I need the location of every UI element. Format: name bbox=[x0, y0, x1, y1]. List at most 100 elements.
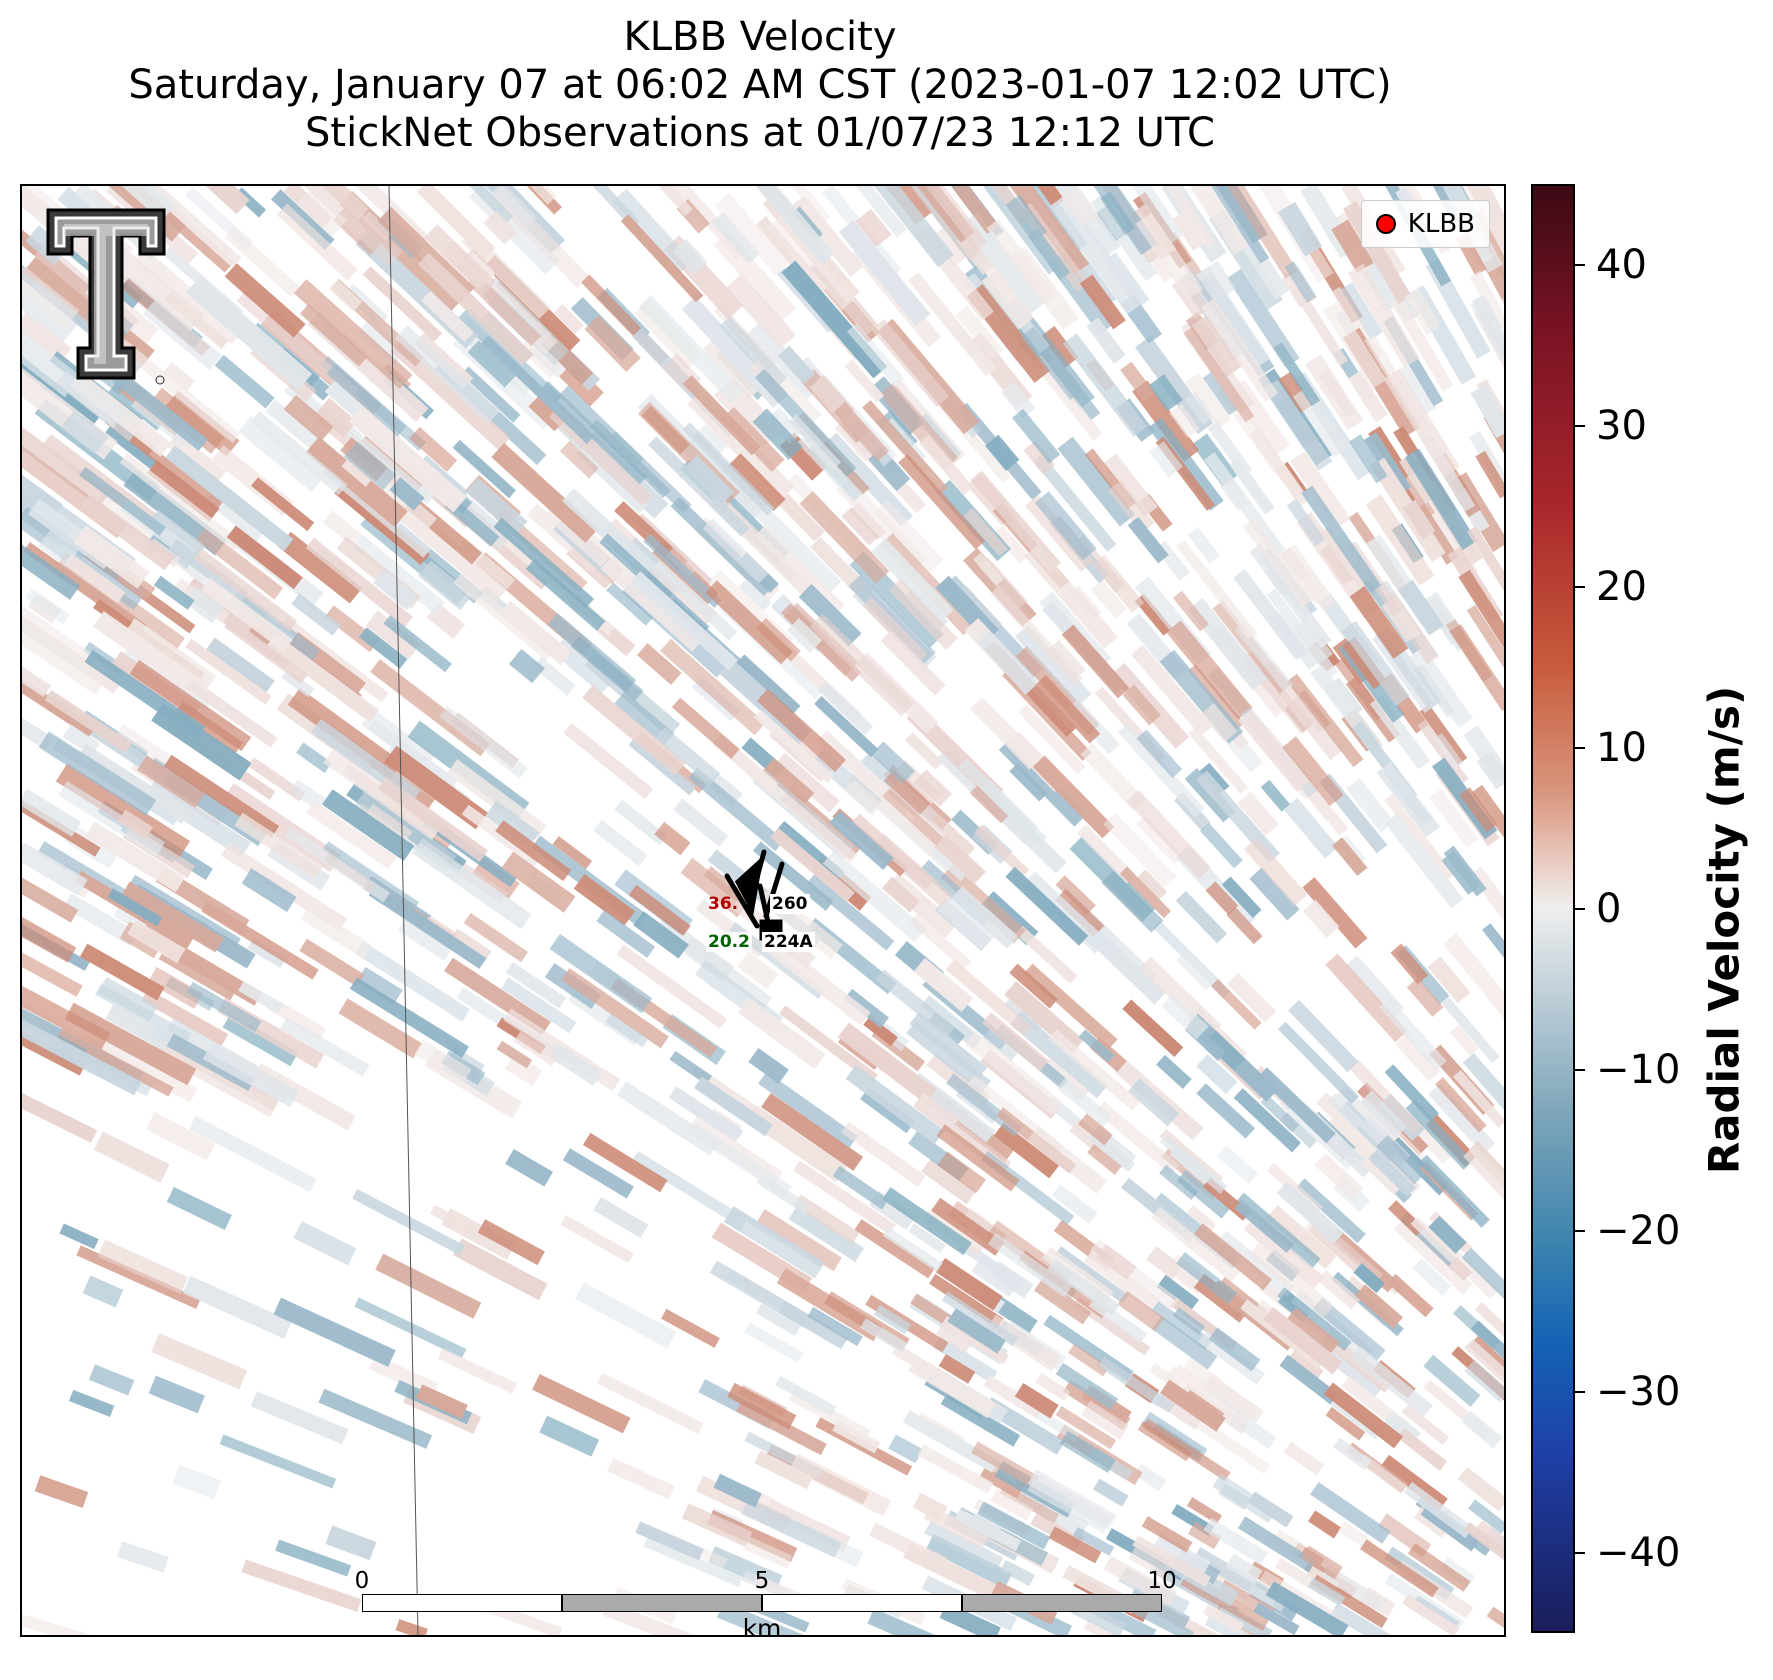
radar-gate bbox=[1055, 888, 1105, 937]
radar-gate bbox=[1014, 1382, 1059, 1419]
radar-gate bbox=[817, 681, 874, 736]
radar-gate bbox=[373, 569, 418, 611]
radar-gate bbox=[807, 1306, 863, 1347]
radar-gate bbox=[977, 630, 1039, 695]
radar-gate bbox=[1063, 333, 1148, 437]
radar-gate bbox=[612, 188, 693, 274]
radar-gate bbox=[682, 422, 775, 516]
radar-gate bbox=[753, 709, 835, 784]
radar-gate bbox=[1027, 186, 1065, 209]
radar-gate bbox=[756, 688, 847, 773]
radar-gate bbox=[1466, 525, 1504, 630]
radar-gate bbox=[1263, 379, 1333, 471]
radar-gate bbox=[1449, 623, 1504, 711]
radar-gate bbox=[575, 444, 648, 514]
radar-gate bbox=[631, 541, 738, 641]
radar-gate bbox=[368, 884, 487, 969]
radar-gate bbox=[882, 1187, 972, 1256]
radar-gate bbox=[1359, 1454, 1409, 1495]
radar-gate bbox=[424, 224, 497, 296]
radar-gate bbox=[981, 269, 1035, 330]
radar-gate bbox=[22, 267, 78, 343]
radar-gate bbox=[1473, 1520, 1504, 1571]
radar-gate bbox=[1271, 613, 1318, 670]
radar-gate bbox=[1055, 1362, 1119, 1411]
radar-gate bbox=[540, 381, 648, 485]
plot-subtitle-sticknet: StickNet Observations at 01/07/23 12:12 … bbox=[305, 110, 1215, 156]
radar-gate bbox=[409, 426, 458, 472]
radar-gate bbox=[1461, 1247, 1504, 1306]
radar-gate bbox=[1035, 675, 1101, 744]
radar-gate bbox=[1200, 298, 1279, 403]
radar-gate bbox=[461, 804, 542, 868]
radar-gate bbox=[326, 363, 407, 437]
radar-gate bbox=[1047, 1258, 1121, 1316]
radar-gate bbox=[1384, 794, 1455, 881]
radar-gate bbox=[971, 1441, 1040, 1489]
colorbar-tick-mark bbox=[1575, 585, 1585, 588]
radar-gate bbox=[1319, 370, 1356, 419]
radar-gate bbox=[986, 1314, 1061, 1372]
radar-gate bbox=[1014, 624, 1092, 707]
radar-gate bbox=[1226, 972, 1277, 1023]
radar-gate bbox=[1402, 499, 1436, 540]
radar-gate bbox=[97, 1239, 188, 1295]
radar-gate bbox=[57, 1028, 174, 1097]
radar-gate bbox=[983, 1028, 1020, 1061]
radar-gate bbox=[880, 630, 946, 696]
colorbar-tick-mark bbox=[1575, 1229, 1585, 1232]
radar-gate bbox=[281, 668, 315, 698]
radar-gate bbox=[822, 850, 927, 943]
colorbar-tick-label: 30 bbox=[1596, 402, 1647, 449]
radar-map[interactable]: KLBB 36. 260 20.2 224A 0 5 10 km bbox=[20, 184, 1506, 1637]
radar-gate bbox=[1349, 434, 1388, 484]
radar-gate bbox=[951, 886, 1019, 949]
radar-gate bbox=[1023, 963, 1118, 1050]
radar-gate bbox=[477, 1219, 545, 1266]
radar-gate bbox=[756, 618, 801, 662]
radar-gate bbox=[275, 1539, 352, 1577]
radar-gate bbox=[1368, 1149, 1416, 1197]
radar-gate bbox=[1081, 1400, 1130, 1440]
radar-gate bbox=[300, 905, 372, 959]
radar-gate bbox=[1200, 703, 1238, 743]
radar-gate bbox=[1353, 1263, 1385, 1294]
radar-gate bbox=[395, 324, 501, 425]
radar-gate bbox=[22, 418, 111, 508]
radar-gate bbox=[1205, 881, 1239, 915]
radar-gate bbox=[1022, 871, 1108, 954]
radar-gate bbox=[844, 359, 885, 403]
texas-tech-logo bbox=[42, 206, 170, 390]
radar-gate bbox=[1291, 285, 1348, 367]
radar-gate bbox=[854, 1219, 936, 1279]
radar-gate bbox=[1077, 824, 1136, 884]
radar-gate bbox=[1186, 1204, 1217, 1232]
radar-gate bbox=[150, 1024, 256, 1092]
radar-gate bbox=[1340, 282, 1383, 340]
radar-gate bbox=[322, 510, 362, 547]
radar-gate bbox=[1181, 1357, 1223, 1394]
radar-gate bbox=[22, 1017, 86, 1076]
radar-gate bbox=[846, 323, 905, 388]
radar-gate bbox=[79, 466, 166, 536]
radar-gate bbox=[182, 585, 225, 624]
radar-gate bbox=[1311, 1574, 1388, 1629]
radar-gate bbox=[367, 719, 458, 791]
radar-gate bbox=[945, 959, 1032, 1036]
radar-gate bbox=[649, 186, 693, 216]
radar-gate bbox=[633, 911, 689, 959]
radar-gate bbox=[79, 943, 165, 1001]
radar-gate bbox=[68, 1389, 115, 1417]
radar-gate bbox=[1156, 1054, 1192, 1089]
radar-gate bbox=[791, 195, 864, 277]
radar-gate bbox=[1156, 1274, 1199, 1312]
radar-gate bbox=[702, 336, 763, 399]
radar-gate bbox=[1203, 1517, 1269, 1565]
radar-gate bbox=[1441, 997, 1500, 1064]
radar-gate bbox=[1263, 1306, 1343, 1375]
radar-gate bbox=[1409, 647, 1473, 728]
radar-gate bbox=[88, 1364, 135, 1396]
radar-gate bbox=[1234, 1199, 1294, 1253]
velocity-colorbar bbox=[1531, 184, 1575, 1633]
radar-gate bbox=[523, 186, 557, 205]
